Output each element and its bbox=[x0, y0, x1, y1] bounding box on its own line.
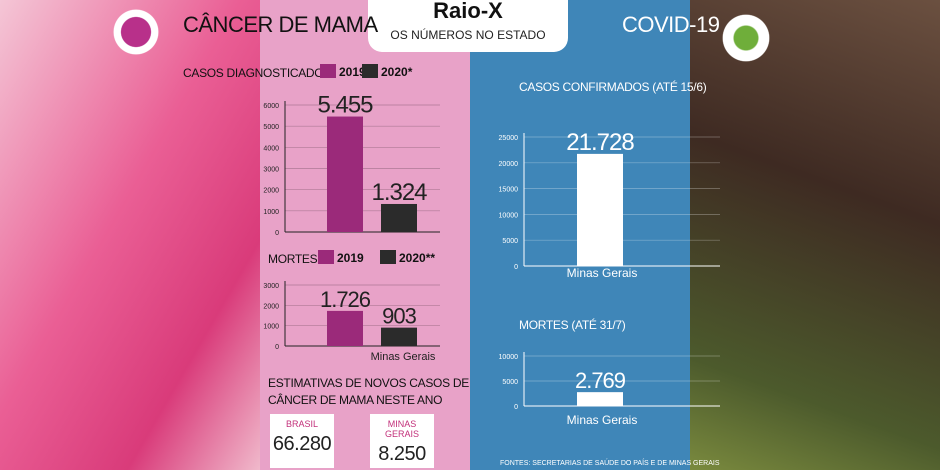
card-brasil-value: 66.280 bbox=[272, 433, 332, 455]
card-minas-label: MINAS GERAIS bbox=[384, 419, 419, 439]
deaths-title: MORTES bbox=[268, 252, 318, 266]
covid-heading: COVID-19 bbox=[622, 12, 720, 37]
deaths-ytick-label: 0 bbox=[275, 344, 279, 351]
deaths-ytick-label: 2000 bbox=[263, 303, 279, 310]
legend-2020-label-2: 2020** bbox=[399, 251, 436, 265]
estimate-line-1: ESTIMATIVAS DE NOVOS CASOS DE bbox=[268, 376, 469, 390]
deaths-bar bbox=[381, 327, 417, 346]
woman-pink-ribbon-photo bbox=[0, 0, 260, 470]
legend-2020-swatch bbox=[362, 64, 378, 78]
cases-ytick-label: 5000 bbox=[263, 124, 279, 131]
estimate-card-brasil: BRASIL 66.280 bbox=[270, 414, 334, 468]
legend-2019-label: 2019 bbox=[339, 65, 366, 79]
covid-cases-ytick-label: 0 bbox=[514, 264, 518, 271]
covid-cases-ytick-label: 20000 bbox=[499, 161, 519, 168]
badge-title: Raio-X bbox=[433, 0, 503, 23]
sources-footer: FONTES: SECRETARIAS DE SAÚDE DO PAÍS E D… bbox=[500, 460, 720, 467]
covid-cases-ytick-label: 25000 bbox=[499, 135, 519, 142]
covid-deaths-bar bbox=[577, 392, 623, 406]
covid-cases-category-label: Minas Gerais bbox=[567, 266, 638, 280]
covid-deaths-category-label: Minas Gerais bbox=[567, 413, 638, 427]
covid-deaths-ytick-label: 10000 bbox=[499, 354, 519, 361]
covid-deaths-ytick-label: 0 bbox=[514, 404, 518, 411]
cases-ytick-label: 2000 bbox=[263, 188, 279, 195]
deaths-ytick-label: 1000 bbox=[263, 324, 279, 331]
coronavirus-icon bbox=[718, 10, 774, 66]
cases-ytick-label: 4000 bbox=[263, 145, 279, 152]
woman-mask-photo bbox=[690, 0, 940, 470]
covid-cases-ytick-label: 5000 bbox=[502, 238, 518, 245]
covid-cases-bar bbox=[577, 153, 623, 266]
legend-2020-label: 2020* bbox=[381, 65, 413, 79]
confirmed-cases-title: CASOS CONFIRMADOS (ATÉ 15/6) bbox=[519, 80, 707, 94]
cases-value-label: 1.324 bbox=[371, 179, 427, 206]
legend-2019-swatch bbox=[320, 64, 336, 78]
covid-deaths-ytick-label: 5000 bbox=[502, 379, 518, 386]
deaths-x-label: Minas Gerais bbox=[371, 351, 436, 363]
cases-ytick-label: 3000 bbox=[263, 167, 279, 174]
covid-cases-ytick-label: 10000 bbox=[499, 212, 519, 219]
cases-value-label: 5.455 bbox=[317, 92, 373, 119]
deaths-value-label: 1.726 bbox=[320, 287, 371, 312]
legend-2019-swatch-2 bbox=[318, 250, 334, 264]
breast-cancer-heading: CÂNCER DE MAMA bbox=[183, 12, 378, 37]
cases-diagnosed-title: CASOS DIAGNOSTICADOS bbox=[183, 66, 332, 80]
legend-2020-swatch-2 bbox=[380, 250, 396, 264]
cases-ytick-label: 6000 bbox=[263, 103, 279, 110]
estimate-line-2: CÂNCER DE MAMA NESTE ANO bbox=[268, 393, 443, 407]
cancer-cell-icon bbox=[110, 6, 162, 58]
cases-ytick-label: 0 bbox=[275, 230, 279, 237]
covid-deaths-value-label: 2.769 bbox=[575, 368, 626, 393]
card-minas-value: 8.250 bbox=[378, 443, 426, 465]
covid-cases-value-label: 21.728 bbox=[566, 129, 634, 156]
covid-deaths-title: MORTES (ATÉ 31/7) bbox=[519, 318, 626, 332]
cases-bar bbox=[327, 116, 363, 232]
badge-subtitle: OS NÚMEROS NO ESTADO bbox=[390, 28, 546, 42]
covid-cases-ytick-label: 15000 bbox=[499, 187, 519, 194]
deaths-value-label: 903 bbox=[382, 304, 416, 329]
card-brasil-label: BRASIL bbox=[285, 419, 318, 429]
cases-ytick-label: 1000 bbox=[263, 209, 279, 216]
deaths-bar bbox=[327, 310, 363, 346]
deaths-ytick-label: 3000 bbox=[263, 283, 279, 290]
estimate-card-minas: MINAS GERAIS 8.250 bbox=[370, 414, 434, 468]
raio-x-badge: Raio-X OS NÚMEROS NO ESTADO bbox=[368, 0, 568, 52]
cases-bar bbox=[381, 203, 417, 232]
legend-2019-label-2: 2019 bbox=[337, 251, 364, 265]
